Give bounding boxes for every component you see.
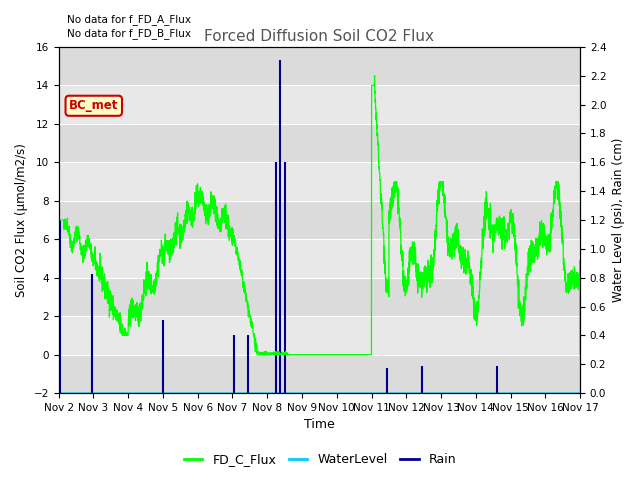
Text: BC_met: BC_met bbox=[69, 99, 118, 112]
Text: No data for f_FD_B_Flux: No data for f_FD_B_Flux bbox=[67, 28, 191, 39]
Bar bbox=[59, 316, 580, 355]
Bar bbox=[59, 201, 580, 239]
Bar bbox=[59, 278, 580, 316]
Title: Forced Diffusion Soil CO2 Flux: Forced Diffusion Soil CO2 Flux bbox=[204, 29, 435, 44]
X-axis label: Time: Time bbox=[304, 419, 335, 432]
Text: No data for f_FD_A_Flux: No data for f_FD_A_Flux bbox=[67, 13, 191, 24]
Bar bbox=[59, 47, 580, 85]
Bar bbox=[59, 162, 580, 201]
Bar bbox=[59, 124, 580, 162]
Legend: FD_C_Flux, WaterLevel, Rain: FD_C_Flux, WaterLevel, Rain bbox=[179, 448, 461, 471]
Y-axis label: Water Level (psi), Rain (cm): Water Level (psi), Rain (cm) bbox=[612, 138, 625, 302]
Bar bbox=[59, 85, 580, 124]
Y-axis label: Soil CO2 Flux (μmol/m2/s): Soil CO2 Flux (μmol/m2/s) bbox=[15, 143, 28, 297]
Bar bbox=[59, 355, 580, 393]
Bar bbox=[59, 239, 580, 278]
